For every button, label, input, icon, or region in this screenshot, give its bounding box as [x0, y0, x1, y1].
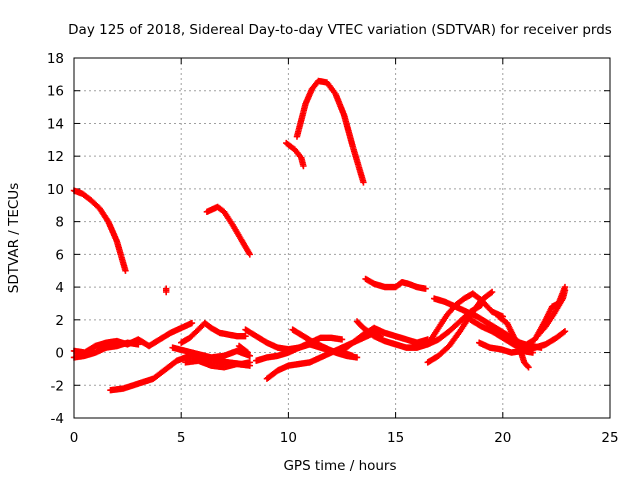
y-tick-label: 4: [55, 280, 64, 296]
series-arc-12: [182, 357, 254, 371]
y-tick-label: 12: [47, 149, 64, 165]
y-axis-label: SDTVAR / TECUs: [6, 183, 22, 293]
data-point: [246, 352, 254, 360]
y-tick-label: 18: [47, 51, 64, 67]
y-tick-label: -4: [51, 411, 64, 427]
y-tick-label: 14: [47, 116, 64, 132]
series-arc-24: [476, 339, 537, 356]
series-arc-8: [70, 339, 142, 361]
data-point: [560, 329, 567, 336]
series-arc-25: [495, 313, 532, 371]
data-point: [529, 349, 537, 356]
data-point: [162, 288, 170, 296]
data-point: [244, 349, 251, 356]
data-point: [188, 319, 196, 327]
x-tick-label: 20: [494, 430, 511, 446]
y-tick-label: 10: [47, 182, 64, 198]
data-point: [561, 287, 569, 294]
data-point: [122, 267, 129, 274]
series-arc-3: [203, 203, 254, 258]
series-arc-9: [107, 352, 254, 394]
y-tick-label: 0: [55, 346, 64, 362]
data-point: [353, 354, 361, 361]
axis-ticks: 0 5 10 15 20 25 -4 -2 0 2 4 6 8 10 12 14 16 18: [47, 51, 619, 446]
series-arc-2: [162, 285, 170, 296]
data-point: [487, 289, 495, 297]
x-tick-label: 0: [70, 430, 79, 446]
x-tick-label: 15: [387, 430, 404, 446]
data-point: [561, 328, 569, 335]
series-arc-10: [178, 319, 249, 346]
y-tick-label: 8: [55, 215, 64, 231]
data-point: [422, 285, 429, 292]
data-point: [243, 348, 250, 355]
y-tick-label: -2: [51, 378, 64, 394]
y-tick-label: 6: [55, 247, 64, 263]
series-arc-6: [362, 275, 429, 292]
data-point: [135, 341, 142, 348]
series-arc-21: [426, 290, 506, 345]
chart-title: Day 125 of 2018, Sidereal Day-to-day VTE…: [68, 22, 612, 38]
series-arc-17: [289, 326, 361, 361]
data-point: [360, 179, 367, 186]
x-tick-label: 10: [280, 430, 297, 446]
data-points: [70, 77, 569, 394]
series-arc-4: [283, 139, 307, 170]
x-axis-label: GPS time / hours: [283, 458, 396, 474]
data-point: [300, 162, 307, 170]
series-arc-26: [512, 283, 569, 350]
series-arc-18: [338, 324, 431, 355]
data-point: [246, 251, 254, 258]
data-point: [525, 364, 532, 371]
series-arc-19: [353, 301, 485, 351]
y-tick-label: 2: [55, 313, 64, 329]
series-arc-1: [70, 187, 129, 274]
data-point: [524, 362, 531, 370]
data-point: [246, 362, 254, 369]
data-point: [242, 332, 249, 340]
series-arc-5: [293, 77, 367, 186]
x-tick-label: 25: [601, 430, 618, 446]
series-arc-27: [533, 287, 569, 340]
data-point: [488, 288, 496, 296]
x-tick-label: 5: [177, 430, 186, 446]
y-tick-label: 16: [47, 84, 64, 100]
data-point: [338, 336, 346, 343]
series-arc-13: [235, 342, 251, 356]
plot-frame: [73, 57, 611, 419]
